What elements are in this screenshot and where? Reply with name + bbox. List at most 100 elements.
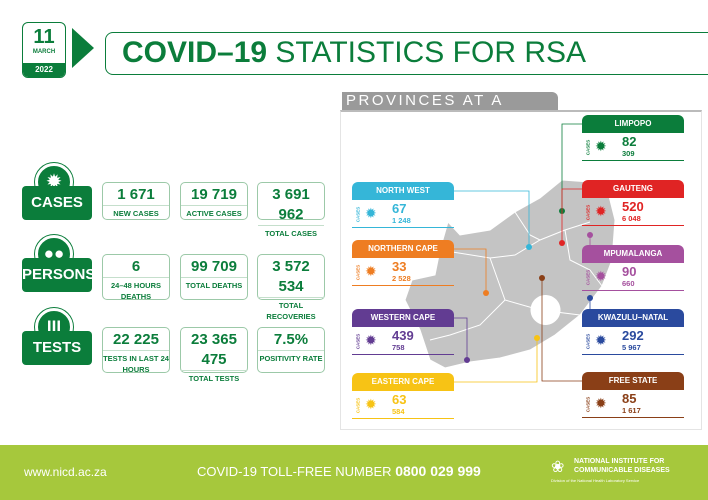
stat-label: TOTAL TESTS <box>181 370 247 384</box>
stat-value: 3 572 534 <box>272 258 310 295</box>
stat-value: 22 225 <box>113 331 159 348</box>
province-name: FREE STATE <box>582 372 684 390</box>
province-dot <box>464 357 470 363</box>
cases-label: CASES <box>355 397 361 414</box>
cases-label: CASES <box>355 264 361 281</box>
connector-line <box>561 123 582 211</box>
page-title: COVID–19 STATISTICS FOR RSA <box>105 32 708 75</box>
province-dot <box>483 290 489 296</box>
cases-label: CASES <box>585 333 591 350</box>
cases-label: CASES <box>585 396 591 413</box>
virus-icon: ✹ <box>365 332 377 348</box>
stat-box: 3 691 962 TOTAL CASES <box>257 182 325 238</box>
virus-icon: ✹ <box>595 203 607 219</box>
province-card: LIMPOPO CASES ✹ 82 309 <box>582 115 684 161</box>
provinces-heading: PROVINCES AT A GLANCE <box>342 92 558 127</box>
stat-value: 23 365 475 <box>191 331 237 368</box>
tollfree: COVID-19 TOLL-FREE NUMBER 0800 029 999 <box>197 463 481 479</box>
virus-icon: ✹ <box>595 332 607 348</box>
province-new-cases: 439 <box>392 328 414 343</box>
province-dot <box>539 275 545 281</box>
stat-value: 1 671 <box>117 186 155 203</box>
stat-box: 99 709 TOTAL DEATHS <box>180 254 248 300</box>
stat-box: 1 671 NEW CASES <box>102 182 170 220</box>
tollfree-label: COVID-19 TOLL-FREE NUMBER <box>197 464 392 479</box>
province-card: KWAZULU–NATAL CASES ✹ 292 5 967 <box>582 309 684 355</box>
stat-value: 7.5% <box>273 331 309 348</box>
province-total-cases: 309 <box>622 149 635 158</box>
province-total-cases: 5 967 <box>622 343 641 352</box>
stat-value: 19 719 <box>191 186 237 203</box>
connector-line <box>454 317 468 360</box>
province-new-cases: 33 <box>392 259 407 274</box>
stat-label: TOTAL DEATHS <box>181 277 247 291</box>
stat-value: 3 691 962 <box>272 186 310 223</box>
tollfree-number: 0800 029 999 <box>395 463 481 479</box>
date-badge: 11 MARCH 2022 <box>22 22 66 78</box>
province-dot <box>559 240 565 246</box>
stat-label: TOTAL RECOVERIES <box>258 297 324 322</box>
stat-label: ACTIVE CASES <box>181 205 247 219</box>
virus-icon: ✹ <box>365 263 377 279</box>
virus-icon: ✹ <box>595 268 607 284</box>
province-name: MPUMALANGA <box>582 245 684 263</box>
stat-box: 23 365 475 TOTAL TESTS <box>180 327 248 383</box>
date-day: 11 <box>33 26 55 48</box>
stat-group-label: CASES <box>22 186 92 220</box>
province-card: NORTH WEST CASES ✹ 67 1 248 <box>352 182 454 228</box>
virus-icon: ✹ <box>595 138 607 154</box>
footer: www.nicd.ac.za COVID-19 TOLL-FREE NUMBER… <box>0 445 708 500</box>
province-card: EASTERN CAPE CASES ✹ 63 584 <box>352 373 454 419</box>
province-card: NORTHERN CAPE CASES ✹ 33 2 528 <box>352 240 454 286</box>
nicd-logo-icon: ❀ <box>551 459 565 476</box>
province-new-cases: 63 <box>392 392 407 407</box>
date-year: 2022 <box>23 63 65 77</box>
stat-box: 19 719 ACTIVE CASES <box>180 182 248 220</box>
stat-value: 6 <box>131 258 141 275</box>
province-new-cases: 90 <box>622 264 637 279</box>
province-name: WESTERN CAPE <box>352 309 454 327</box>
arrow-icon <box>72 28 94 68</box>
province-total-cases: 758 <box>392 343 405 352</box>
cases-label: CASES <box>355 333 361 350</box>
province-dot <box>587 232 593 238</box>
title-rest: STATISTICS FOR RSA <box>275 36 586 69</box>
stat-box: 6 24–48 HOURS DEATHS <box>102 254 170 302</box>
province-total-cases: 584 <box>392 407 405 416</box>
province-dot <box>587 295 593 301</box>
org-line1: NATIONAL INSTITUTE FOR <box>574 458 665 465</box>
province-name: NORTH WEST <box>352 182 454 200</box>
province-card: FREE STATE CASES ✹ 85 1 617 <box>582 372 684 418</box>
province-name: NORTHERN CAPE <box>352 240 454 258</box>
province-card: MPUMALANGA CASES ✹ 90 660 <box>582 245 684 291</box>
province-name: EASTERN CAPE <box>352 373 454 391</box>
province-total-cases: 2 528 <box>392 274 411 283</box>
province-new-cases: 82 <box>622 134 637 149</box>
org-sub: Division of the National Health Laborato… <box>551 478 640 483</box>
province-dot <box>526 244 532 250</box>
virus-icon: ✹ <box>595 395 607 411</box>
virus-icon: ✹ <box>365 396 377 412</box>
connector-line <box>561 188 582 243</box>
province-card: GAUTENG CASES ✹ 520 6 048 <box>582 180 684 226</box>
stat-group-label: TESTS <box>22 331 92 365</box>
province-card: WESTERN CAPE CASES ✹ 439 758 <box>352 309 454 355</box>
stat-label: TOTAL CASES <box>258 225 324 239</box>
province-new-cases: 85 <box>622 391 637 406</box>
province-name: KWAZULU–NATAL <box>582 309 684 327</box>
stat-box: 7.5% POSITIVITY RATE <box>257 327 325 373</box>
province-name: GAUTENG <box>582 180 684 198</box>
stat-label: 24–48 HOURS DEATHS <box>103 277 169 302</box>
stat-value: 99 709 <box>191 258 237 275</box>
province-dot <box>534 335 540 341</box>
province-total-cases: 660 <box>622 279 635 288</box>
connector-line <box>454 338 538 383</box>
province-total-cases: 1 617 <box>622 406 641 415</box>
org-name: NATIONAL INSTITUTE FOR COMMUNICABLE DISEA… <box>574 457 670 475</box>
virus-icon: ✹ <box>365 205 377 221</box>
stat-label: POSITIVITY RATE <box>258 350 324 364</box>
title-bold: COVID–19 <box>122 36 268 69</box>
stat-group-label: PERSONS <box>22 258 95 292</box>
province-new-cases: 520 <box>622 199 644 214</box>
website-link[interactable]: www.nicd.ac.za <box>24 465 107 479</box>
